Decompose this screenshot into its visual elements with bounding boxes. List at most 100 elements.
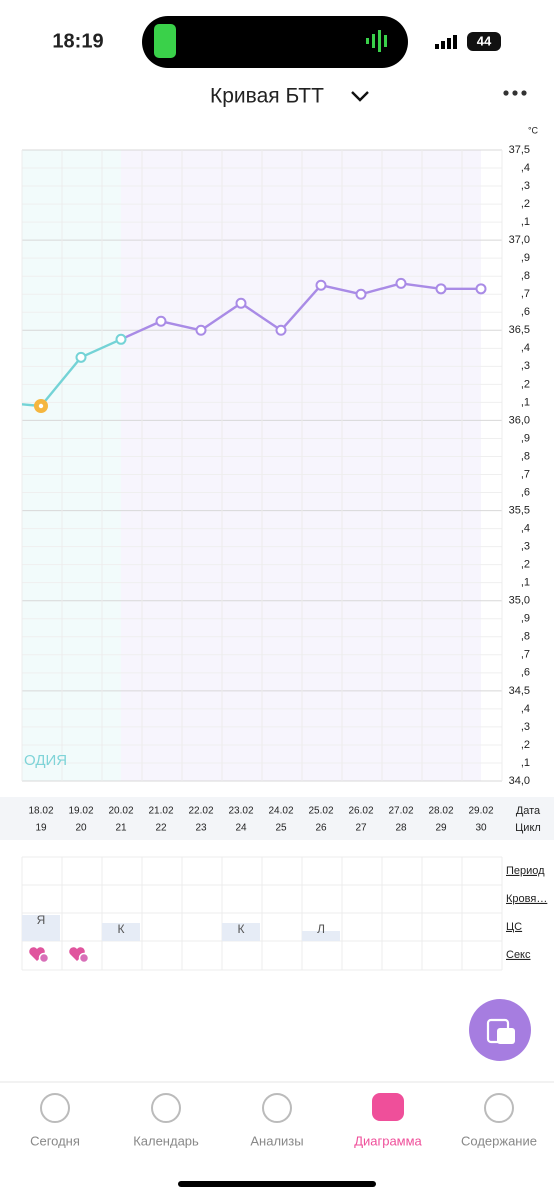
home-indicator [178,1181,376,1187]
y-tick-label: ,6 [521,667,530,679]
date-label: 27.02 [388,806,413,817]
tab-bar: Сегодня Календарь Анализы Диаграмма Содержан… [30,1093,537,1148]
phase-band [321,150,361,781]
tab-icon [40,1093,70,1123]
y-tick-label: ,8 [521,270,530,282]
y-tick-label: ,4 [521,703,530,715]
point [475,283,487,295]
y-tick-label: 35,0 [509,595,530,607]
date-label: 25.02 [308,806,333,817]
row-label: Секс [506,949,531,961]
point [155,315,167,327]
date-label: 21.02 [148,806,173,817]
cycle-day: 24 [235,823,247,834]
phase-band [281,150,321,781]
y-tick-label: ,8 [521,631,530,643]
row-label: Период [506,865,545,877]
y-tick-label: ,6 [521,306,530,318]
date-label: 23.02 [228,806,253,817]
more-button[interactable] [503,90,527,96]
date-strip [0,797,554,840]
y-tick-label: ,1 [521,216,530,228]
phase-band [22,150,41,781]
battery-level: 44 [477,33,492,48]
y-tick-label: ,2 [521,378,530,390]
cycle-day: 21 [115,823,127,834]
tab-icon [151,1093,181,1123]
phase-band [161,150,201,781]
tab-icon [484,1093,514,1123]
y-tick-label: 35,5 [509,504,530,516]
line-segment [280,284,322,332]
phase-band [241,150,281,781]
cycle-day: 30 [475,823,487,834]
tab-label[interactable]: Сегодня [30,1133,80,1148]
cs-cell [102,923,140,941]
point [75,351,87,363]
tab-label[interactable]: Анализы [250,1133,303,1148]
line-segment [80,338,122,359]
y-tick-label: ,3 [521,541,530,553]
line-segment [320,284,362,296]
y-tick-label: ,7 [521,288,530,300]
line-segment [120,320,162,341]
y-tick-label: 34,5 [509,685,530,697]
line-segment [400,282,442,291]
signal [435,35,457,49]
line-segment [360,282,402,296]
cycle-day: 25 [275,823,287,834]
tab-label[interactable]: Диаграмма [354,1133,422,1148]
cycle-day: 27 [355,823,367,834]
y-tick-label: ,2 [521,559,530,571]
point [435,283,447,295]
phase-band [121,150,161,781]
cycle-day: 19 [35,823,47,834]
share-icon-front [497,1028,515,1044]
y-tick-label: ,7 [521,649,530,661]
line-segment [200,302,242,332]
phase-band [201,150,241,781]
tab-label[interactable]: Календарь [133,1133,199,1148]
y-tick-label: ,8 [521,450,530,462]
unit: °C [528,125,539,135]
y-tick-label: 37,5 [509,144,530,156]
row-label: Кровя… [506,893,547,905]
point [115,333,127,345]
y-tick-label: 37,0 [509,234,530,246]
cs-label: Я [37,913,46,927]
cs-label: К [238,922,245,936]
phase-band [441,150,481,781]
y-tick-label: ,9 [521,432,530,444]
cs-cell [22,915,60,941]
cycle-row-label: Цикл [515,822,541,834]
y-tick-label: ,4 [521,523,530,535]
point [315,279,327,291]
y-tick-label: ,9 [521,252,530,264]
cycle-day: 23 [195,823,207,834]
phase-band [361,150,401,781]
battery [467,32,501,51]
line-segment [40,356,82,407]
island-icon [154,24,176,58]
y-tick-label: ,3 [521,180,530,192]
cs-label: Л [317,922,325,936]
header-title[interactable]: Кривая БТТ [210,85,324,108]
y-tick-label: ,2 [521,739,530,751]
tab-icon [372,1093,404,1121]
status-time: 18:19 [52,30,103,52]
date-columns: 18.02 19 19.02 20 20.02 21 21.02 22 22.02 23 23.02… [28,806,493,834]
y-tick-label: 36,0 [509,414,530,426]
point [355,288,367,300]
y-tick-label: ,4 [521,162,530,174]
phase-band [401,150,441,781]
line-segment [240,302,282,332]
dropdown-chevron[interactable] [351,91,369,102]
cycle-day: 20 [75,823,87,834]
sex-icon [69,947,85,961]
dynamic-island [142,16,408,68]
phase-label: ОДИЯ [24,752,67,769]
point [235,297,247,309]
tab-label[interactable]: Содержание [461,1133,537,1148]
